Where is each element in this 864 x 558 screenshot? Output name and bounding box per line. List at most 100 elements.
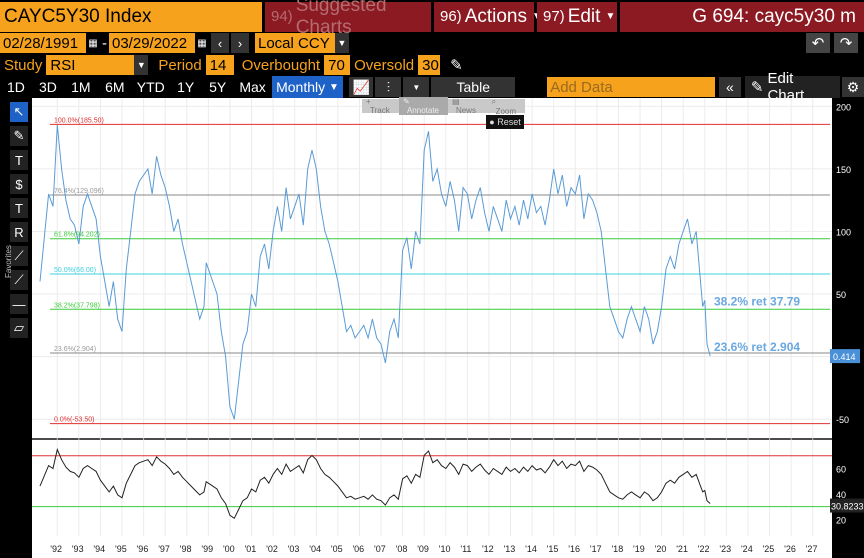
trendline-icon[interactable]: ⟋ — [10, 270, 28, 290]
chart-area[interactable]: 200150100500-50100.0%(185.50)76.4%(129.0… — [32, 98, 864, 558]
edit-chart-button[interactable]: ✎ Edit Chart — [744, 70, 841, 104]
add-data-input[interactable]: Add Data — [547, 77, 715, 97]
bar-type-icon[interactable]: ⫶ — [375, 77, 402, 97]
calendar-icon[interactable]: ▦ — [197, 37, 207, 49]
window-title: G 694: cayc5y30 m — [620, 1, 864, 32]
annotation-23-6: 23.6% ret 2.904 — [714, 340, 800, 354]
chevron-down-icon: ▼ — [532, 11, 542, 22]
period-1d[interactable]: 1D — [0, 76, 32, 98]
line-chart-icon[interactable]: 📈 — [349, 77, 374, 97]
study-value: RSI — [50, 56, 76, 74]
undo-icon[interactable]: ↶ — [806, 33, 830, 53]
reset-button[interactable]: ● Reset — [486, 115, 524, 129]
y-tick-label: 200 — [836, 102, 851, 112]
annotate-label: Annotate — [406, 106, 439, 115]
x-tick-label: '95 — [115, 544, 127, 554]
end-date-field[interactable]: 03/29/2022 — [109, 33, 195, 53]
oversold-field[interactable]: 30 — [418, 55, 441, 75]
x-tick-label: '24 — [741, 544, 753, 554]
period-max[interactable]: Max — [234, 76, 272, 98]
calendar-icon[interactable]: ▦ — [88, 37, 98, 49]
chart-svg[interactable]: 200150100500-50100.0%(185.50)76.4%(129.0… — [32, 98, 864, 558]
period-6m-label: 6M — [105, 79, 125, 95]
start-date-field[interactable]: 02/28/1991 — [0, 33, 86, 53]
favorites-label[interactable]: Favorites — [4, 245, 13, 278]
rsi-panel-bg — [32, 440, 832, 536]
last-value-box — [830, 349, 860, 364]
start-date-text: 02/28/1991 — [3, 34, 79, 52]
x-tick-label: '18 — [611, 544, 623, 554]
x-tick-label: '20 — [655, 544, 667, 554]
chevron-down-icon[interactable]: ▼ — [403, 77, 430, 97]
track-button[interactable]: + Track — [362, 97, 399, 115]
text-tool-icon[interactable]: T — [10, 150, 28, 170]
currency-text: Local CCY — [258, 34, 330, 52]
x-tick-label: '00 — [223, 544, 235, 554]
fib-level-label: 23.6%(2.904) — [54, 346, 96, 353]
horizontal-line-icon[interactable]: — — [10, 294, 28, 314]
actions-num: 96) — [440, 8, 462, 25]
actions-menu-button[interactable]: 96) Actions ▼ — [434, 1, 542, 32]
rsi-line — [39, 447, 711, 520]
x-tick-label: '15 — [547, 544, 559, 554]
study-bar: Study RSI ▼ Period 14 Overbought 70 Over… — [0, 54, 864, 76]
frequency-select[interactable]: Monthly ▼ — [271, 76, 344, 98]
brush-icon[interactable]: ⟋ — [10, 246, 28, 266]
ticker-field[interactable]: CAYC5Y30 Index — [0, 1, 262, 32]
prev-arrow-icon[interactable]: ‹ — [211, 33, 229, 53]
x-tick-label: '99 — [201, 544, 213, 554]
x-tick-label: '21 — [676, 544, 688, 554]
x-tick-label: '97 — [158, 544, 170, 554]
main-panel-bg — [32, 98, 832, 438]
period-ytd[interactable]: YTD — [132, 76, 170, 98]
x-tick-label: '01 — [245, 544, 257, 554]
x-tick-label: '98 — [180, 544, 192, 554]
pen-icon[interactable]: ✎ — [10, 126, 28, 146]
price-label-icon[interactable]: $ — [10, 174, 28, 194]
window-title-text: G 694: cayc5y30 m — [692, 5, 856, 27]
chevron-down-icon[interactable]: ▼ — [134, 55, 149, 75]
last-value-label: 0.414 — [833, 352, 856, 362]
fib-level-label: 76.4%(129.096) — [54, 188, 104, 195]
x-tick-label: '26 — [784, 544, 796, 554]
reset-label: Reset — [497, 117, 521, 127]
currency-select[interactable]: Local CCY — [255, 33, 335, 53]
annotation-38-2: 38.2% ret 37.79 — [714, 294, 800, 308]
next-arrow-icon[interactable]: › — [231, 33, 249, 53]
period-field[interactable]: 14 — [205, 55, 234, 75]
collapse-icon[interactable]: « — [718, 77, 741, 97]
rsi-last-value-label: 30.8233 — [831, 502, 864, 512]
x-tick-label: '06 — [352, 544, 364, 554]
x-tick-label: '25 — [763, 544, 775, 554]
news-button[interactable]: ▤ News — [448, 97, 488, 115]
redo-icon[interactable]: ↷ — [834, 33, 858, 53]
period-5y[interactable]: 5Y — [202, 76, 234, 98]
x-tick-label: '08 — [396, 544, 408, 554]
study-select[interactable]: RSI — [46, 55, 135, 75]
channel-icon[interactable]: ▱ — [10, 318, 28, 338]
text-icon[interactable]: T — [10, 198, 28, 218]
x-tick-label: '96 — [137, 544, 149, 554]
table-button[interactable]: Table — [431, 77, 516, 97]
pencil-icon[interactable]: ✎ — [450, 57, 463, 74]
drawing-toolbar: ↖ ✎ T $ T R ⟋ ⟋ — ▱ Favorites — [0, 98, 32, 538]
period-1m[interactable]: 1M — [64, 76, 98, 98]
r-tool-icon[interactable]: R — [10, 222, 28, 242]
gear-icon[interactable]: ⚙ — [842, 77, 864, 97]
period-3d[interactable]: 3D — [32, 76, 64, 98]
annotate-button[interactable]: ✎ Annotate — [398, 97, 448, 115]
chevron-down-icon[interactable]: ▼ — [335, 33, 349, 53]
fib-level-label: 50.0%(66.00) — [54, 267, 96, 274]
zoom-button[interactable]: ⌕ Zoom — [488, 97, 525, 116]
price-line — [39, 124, 711, 420]
zoom-label: Zoom — [495, 106, 517, 116]
period-1y[interactable]: 1Y — [170, 76, 202, 98]
edit-menu-button[interactable]: 97) Edit ▼ — [537, 1, 617, 32]
overbought-field[interactable]: 70 — [324, 55, 351, 75]
x-tick-label: '14 — [525, 544, 537, 554]
pointer-icon[interactable]: ↖ — [10, 102, 28, 122]
y-tick-label: 50 — [836, 290, 846, 300]
period-6m[interactable]: 6M — [98, 76, 132, 98]
y-tick-label: 150 — [836, 165, 851, 175]
suggested-charts-button[interactable]: 94) Suggested Charts — [265, 0, 431, 38]
